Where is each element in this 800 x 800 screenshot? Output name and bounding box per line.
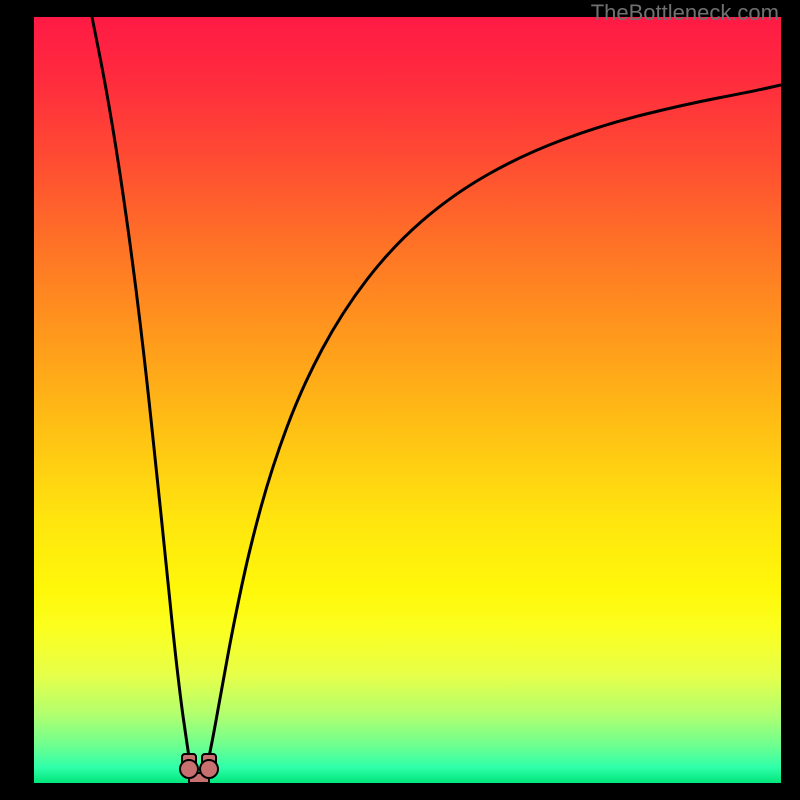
watermark-text: TheBottleneck.com [591,0,779,26]
chart-container: TheBottleneck.com [0,0,800,800]
curve-overlay [34,17,781,783]
plot-area [34,17,781,783]
curve-right-branch [209,85,781,757]
valley-marker-0 [180,760,198,778]
valley-marker-group [180,754,218,783]
valley-marker-1 [200,760,218,778]
curve-left-branch [92,17,189,757]
